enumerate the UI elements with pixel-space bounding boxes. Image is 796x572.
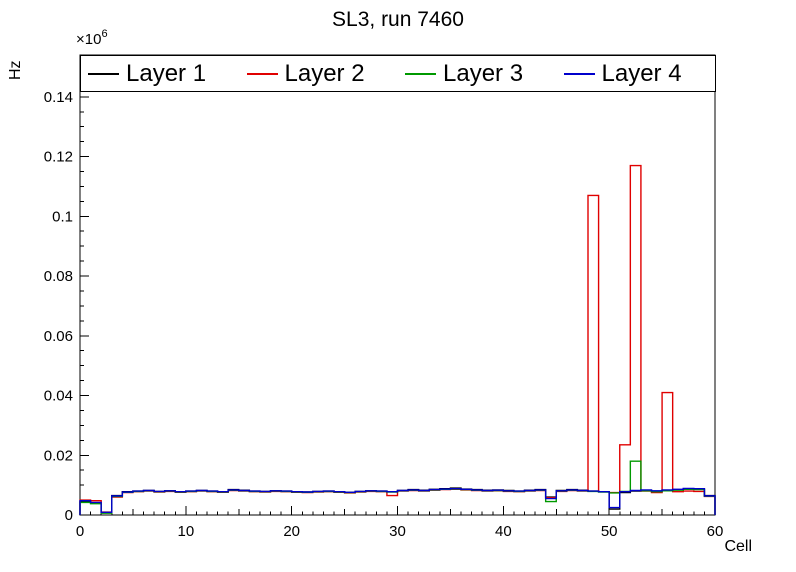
y-axis-label: Hz: [7, 60, 24, 80]
x-tick-label: 20: [283, 523, 300, 540]
x-tick-label: 50: [601, 523, 618, 540]
x-tick-label: 60: [707, 523, 724, 540]
y-axis-exponent: ×106: [76, 28, 108, 48]
y-tick-label: 0.02: [44, 447, 73, 464]
x-tick-label: 0: [76, 523, 84, 540]
chart-plot-area: 0 10 20 30 40 50 60 0 0.02 0.04 0.06 0.08 0.1 0.12 0.1…: [44, 54, 724, 540]
y-tick-label: 0: [65, 507, 73, 524]
legend-line-icon: [405, 72, 436, 75]
y-axis-exponent-base: ×10: [76, 31, 101, 48]
x-tick-label: 30: [389, 523, 406, 540]
y-tick-label: 0.04: [44, 388, 73, 405]
x-tick-label: 10: [177, 523, 194, 540]
legend-entry-layer-1: Layer 1: [81, 59, 240, 87]
legend-entry-layer-3: Layer 3: [398, 59, 557, 87]
y-tick-label: 0.14: [44, 89, 73, 106]
y-tick-label: 0.06: [44, 328, 73, 345]
legend-label: Layer 4: [601, 59, 682, 87]
legend: Layer 1 Layer 2 Layer 3 Layer 4: [80, 55, 716, 92]
legend-line-icon: [246, 72, 278, 75]
x-tick-label: 40: [495, 523, 512, 540]
legend-entry-layer-2: Layer 2: [240, 59, 399, 87]
legend-line-icon: [563, 72, 595, 75]
series-path-layer-2: [79, 164, 716, 515]
legend-label: Layer 3: [443, 59, 524, 87]
x-axis-label: Cell: [724, 538, 752, 555]
legend-line-icon: [88, 72, 119, 75]
y-tick-label: 0.12: [44, 149, 73, 166]
legend-label: Layer 1: [126, 59, 207, 87]
legend-entry-layer-4: Layer 4: [557, 59, 716, 87]
y-tick-label: 0.08: [44, 268, 73, 285]
y-axis-exponent-power: 6: [101, 28, 107, 40]
series-path-layer-4: [79, 487, 716, 515]
chart-title: SL3, run 7460: [332, 8, 464, 31]
y-tick-label: 0.1: [52, 208, 73, 225]
legend-label: Layer 2: [284, 59, 365, 87]
